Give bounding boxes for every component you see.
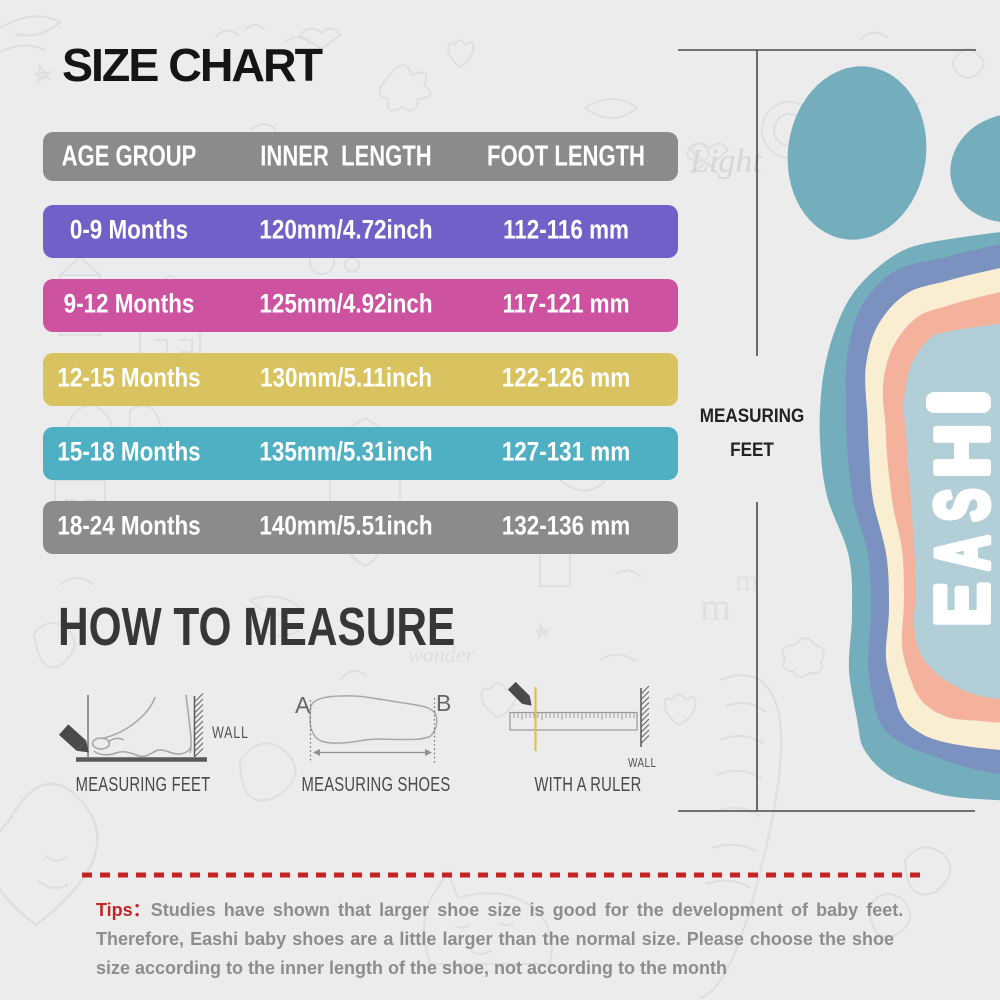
svg-text:m: m — [700, 584, 731, 629]
svg-text:S: S — [921, 488, 1000, 521]
svg-text:H: H — [920, 424, 1000, 478]
svg-text:A: A — [922, 535, 1000, 570]
svg-text:E: E — [920, 582, 1000, 626]
svg-text:Light: Light — [689, 143, 763, 180]
svg-text:wonder: wonder — [408, 642, 474, 667]
svg-text:m: m — [735, 564, 758, 597]
